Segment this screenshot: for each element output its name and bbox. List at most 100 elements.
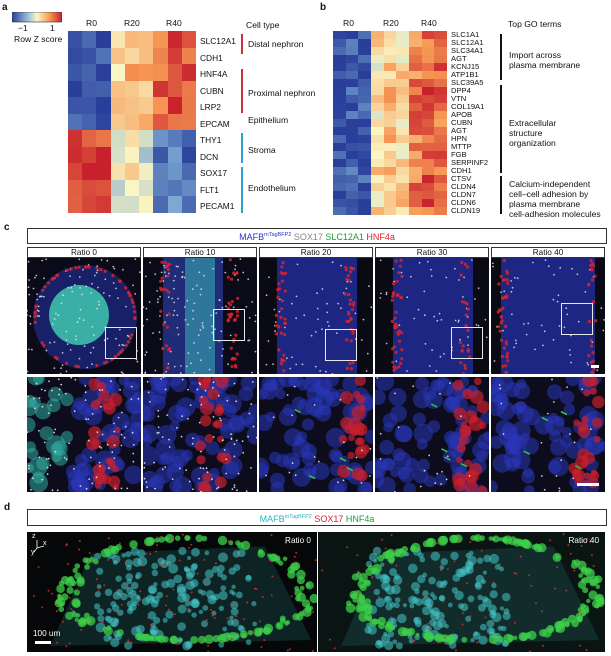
legend-sox17: SOX17 [291,232,326,242]
heatmap-b-cell [333,183,346,191]
heatmap-b-cell [409,175,422,183]
colorbar-tick-high: 1 [50,23,55,33]
heatmap-b-cell [333,159,346,167]
heatmap-a [68,31,196,213]
heatmap-b-cell [396,191,409,199]
heatmap-b-cell [358,111,371,119]
heatmap-a-cell [82,31,97,48]
ratio-tile: Ratio 0 [27,247,141,374]
heatmap-a-cell [139,163,154,180]
go-gene-label: SLC34A1 [451,46,484,55]
heatmap-b-cell [383,103,397,111]
heatmap-b-cell [371,175,384,183]
heatmap-b-cell [345,199,359,207]
heatmap-b-cell [383,31,397,39]
heatmap-a-cell [110,146,125,164]
heatmap-b-cell [383,191,397,199]
heatmap-b-cell [371,159,384,167]
heatmap-b-cell [345,95,359,103]
heatmap-b-cell [333,167,346,175]
heatmap-b-cell [409,199,422,207]
heatmap-b-cell [409,151,422,159]
heatmap-b-cell [345,71,359,79]
heatmap-b-cell [421,151,435,159]
gene-label: SOX17 [200,168,228,178]
heatmap-b-cell [434,191,447,199]
heatmap-b-cell [371,31,384,39]
b-col-R40: R40 [421,18,437,28]
go-gene-label: SLC12A1 [451,38,484,47]
heatmap-b-cell [409,95,422,103]
go-gene-label: MTTP [451,142,472,151]
heatmap-a-cell [68,80,83,98]
heatmap-a-cell [153,64,168,81]
heatmap-a-cell [110,31,125,48]
heatmap-b-cell [383,183,397,191]
heatmap-b-cell [421,127,435,135]
heatmap-b-cell [409,135,422,143]
group-bar-endothelium [241,167,243,213]
heatmap-b-cell [421,63,435,71]
zoom-box [451,327,483,359]
d-left-label: Ratio 0 [285,536,311,545]
heatmap-b-cell [371,47,384,55]
gene-label: LRP2 [200,102,221,112]
heatmap-a-cell [167,146,182,164]
heatmap-b-cell [371,63,384,71]
zoom-box [213,309,245,341]
heatmap-a-cell [181,179,196,197]
heatmap-a-cell [124,47,140,65]
heatmap-b-cell [396,135,409,143]
heatmap-b-cell [371,111,384,119]
heatmap-a-cell [167,31,182,48]
heatmap-b-cell [371,95,384,103]
go-gene-label: AGT [451,126,467,135]
heatmap-a-cell [96,64,111,81]
go-gene-label: CLDN4 [451,182,476,191]
panel-d-left-image: Ratio 0 100 um z x y [27,532,317,652]
heatmap-b-cell [383,119,397,127]
heatmap-b-cell [409,167,422,175]
heatmap-b-cell [434,31,447,39]
heatmap-a-cell [167,97,182,114]
go-gene-label: VTN [451,94,467,103]
heatmap-a-cell [96,31,111,48]
zoom-box [105,327,137,359]
heatmap-a-cell [96,196,111,213]
go-gene-label: SLC39A5 [451,78,484,87]
go-term-3-line2: cell–cell adhesion by [509,189,589,199]
heatmap-b-cell [333,175,346,183]
heatmap-b-cell [421,111,435,119]
heatmap-b-cell [358,63,371,71]
heatmap-b-cell [345,39,359,47]
heatmap-b-cell [396,183,409,191]
panel-d-right-image: Ratio 40 [318,532,605,652]
heatmap-a-cell [181,113,196,131]
ratio-tile-title: Ratio 20 [259,247,373,258]
heatmap-b-cell [396,55,409,63]
heatmap-a-cell [124,64,140,81]
heatmap-b-cell [434,167,447,175]
heatmap-b-cell [396,199,409,207]
heatmap-b-cell [396,103,409,111]
heatmap-b-cell [434,159,447,167]
heatmap-b-cell [396,119,409,127]
heatmap-b-cell [345,183,359,191]
heatmap-a-cell [68,47,83,65]
heatmap-b-cell [383,71,397,79]
ratio-tile: Ratio 30 [375,247,489,374]
heatmap-a-cell [167,130,182,147]
heatmap-a-cell [139,47,154,65]
heatmap-a-cell [96,113,111,131]
heatmap-b-cell [333,95,346,103]
heatmap-b-cell [371,103,384,111]
panel-c-letter: c [4,222,10,233]
heatmap-a-cell [82,146,97,164]
heatmap-b-cell [371,207,384,215]
heatmap-b-cell [396,111,409,119]
heatmap-a-cell [82,179,97,197]
heatmap-a-cell [181,130,196,147]
heatmap-b-cell [409,183,422,191]
heatmap-b-cell [358,175,371,183]
heatmap-b-cell [434,87,447,95]
